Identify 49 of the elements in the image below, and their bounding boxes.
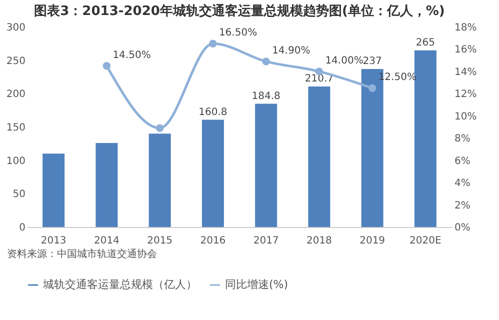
point	[102, 62, 111, 70]
legend-label: 城轨交通客运量总规模（亿人）	[42, 278, 197, 291]
x-tick-label: 2015	[147, 236, 173, 246]
y2-tick-label: 4%	[454, 178, 470, 190]
point	[209, 40, 217, 48]
point	[368, 84, 376, 92]
y-tick-label: 200	[6, 89, 26, 100]
y-tick-label: 250	[6, 56, 26, 67]
x-tick-label: 2017	[253, 236, 279, 246]
y2-tick-label: 0%	[454, 222, 470, 234]
y-tick-label: 0	[19, 222, 26, 234]
legend-label: 同比增速(%)	[225, 278, 288, 291]
y2-tick-label: 2%	[454, 200, 470, 212]
x-tick-label: 2014	[94, 236, 120, 246]
bar	[414, 50, 436, 227]
y-tick-label: 100	[6, 156, 26, 167]
x-tick-label: 2018	[306, 236, 332, 246]
data-label: 14.50%	[112, 50, 151, 61]
bar	[96, 143, 118, 227]
y-tick-label: 300	[6, 22, 26, 34]
data-label: 184.8	[252, 90, 280, 102]
bar	[308, 86, 330, 227]
x-tick-label: 2020E	[410, 236, 442, 246]
x-tick-label: 2016	[200, 236, 226, 246]
data-label: 14.90%	[272, 45, 310, 56]
y2-tick-label: 12%	[454, 89, 477, 100]
y-tick-label: 50	[12, 189, 26, 200]
bar	[42, 154, 65, 227]
point	[156, 124, 164, 132]
data-label: 265	[416, 37, 435, 48]
x-tick-label: 2019	[360, 236, 386, 246]
bar	[202, 120, 224, 227]
data-label: 160.8	[198, 106, 228, 118]
y2-tick-label: 10%	[454, 111, 477, 122]
y2-tick-label: 18%	[454, 22, 477, 34]
data-label: 14.00%	[325, 55, 364, 66]
data-label: 237	[362, 56, 382, 67]
x-tick-label: 2013	[40, 236, 66, 246]
bar	[148, 134, 171, 227]
point	[262, 58, 270, 66]
y2-tick-label: 8%	[454, 134, 470, 145]
text: 资料来源：中国城市轨道交通协会	[7, 248, 157, 260]
y2-tick-label: 16%	[454, 44, 477, 56]
y-tick-label: 150	[6, 122, 26, 134]
chart-title: 图表3：2013-2020年城轨交通客运量总规模趋势图(单位：亿人，%)	[34, 3, 445, 19]
data-label: 16.50%	[218, 28, 258, 39]
y2-tick-label: 14%	[454, 66, 477, 78]
y2-tick-label: 6%	[454, 156, 470, 167]
bar	[255, 104, 278, 227]
